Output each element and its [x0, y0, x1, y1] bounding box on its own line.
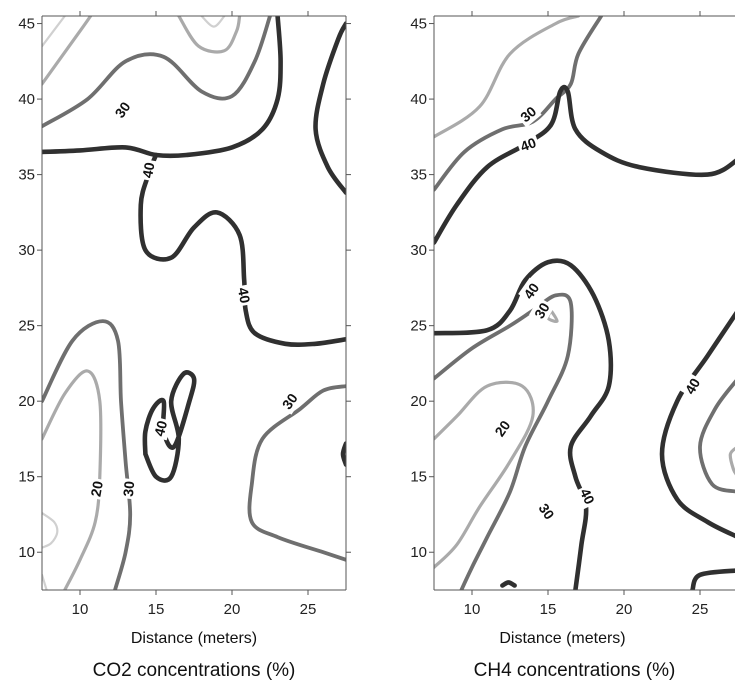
contour-label-halo: [518, 277, 545, 305]
contour-line-level-40: [313, 21, 346, 195]
contour-line-level-40: [138, 152, 346, 348]
contour-line-level-20: [728, 446, 735, 476]
contour-line-level-20: [42, 369, 103, 590]
contour-label-halo: [489, 415, 516, 442]
y-tick-label: 20: [18, 393, 35, 410]
x-tick-label: 15: [540, 601, 557, 618]
contour-label: 40: [518, 134, 538, 154]
contour-label-halo: [575, 483, 600, 510]
y-tick-label: 35: [410, 167, 427, 184]
y-tick-label: 30: [410, 242, 427, 259]
contour-line-level-40: [142, 370, 197, 483]
contour-label-halo: [514, 100, 542, 128]
contour-line-level-40: [659, 310, 735, 539]
contour-label: 20: [87, 480, 105, 498]
contour-label-halo: [149, 416, 172, 441]
contour-line-level-20: [434, 380, 535, 569]
contour-label-halo: [679, 372, 706, 400]
y-axis: 10 15 20 25 30 35 40 45: [410, 16, 434, 561]
x-axis-label: Distance (meters): [131, 630, 257, 647]
y-tick-label: 15: [410, 469, 427, 486]
y-tick-label: 40: [410, 91, 427, 108]
contour-label-halo: [515, 132, 541, 157]
contour-label-halo: [529, 297, 555, 324]
contour-label: 40: [151, 419, 171, 438]
x-axis: 10 15 20 25: [72, 11, 317, 618]
contour-label-halo: [137, 158, 159, 182]
x-axis: 10 15 20 25: [464, 11, 709, 618]
y-tick-label: 25: [410, 318, 427, 335]
y-tick-label: 45: [18, 16, 35, 33]
contour-line-level-20: [177, 16, 242, 54]
x-axis-label: Distance (meters): [499, 630, 625, 647]
x-tick-label: 10: [72, 601, 89, 618]
contour-line-level-40: [42, 16, 283, 159]
y-tick-label: 45: [410, 16, 427, 33]
x-tick-label: 15: [148, 601, 165, 618]
contour-line-level-40: [434, 84, 735, 245]
contour-line-level-10: [200, 16, 226, 28]
contour-label-halo: [118, 478, 139, 500]
x-tick-label: 25: [300, 601, 317, 618]
contour-label-halo: [109, 96, 136, 124]
plot-frame: [41, 15, 347, 591]
y-tick-label: 20: [410, 393, 427, 410]
contour-line-level-30: [247, 384, 346, 562]
contour-label-halo: [533, 498, 560, 525]
contour-label: 40: [682, 375, 704, 397]
contour-lines: [434, 16, 735, 590]
y-tick-label: 40: [18, 91, 35, 108]
x-tick-label: 20: [616, 601, 633, 618]
y-tick-label: 10: [18, 544, 35, 561]
y-tick-label: 30: [18, 242, 35, 259]
x-tick-label: 10: [464, 601, 481, 618]
contour-lines: [42, 16, 346, 590]
contour-label-halo: [276, 387, 303, 415]
y-tick-label: 25: [18, 318, 35, 335]
contour-label: 40: [235, 286, 253, 304]
contour-line-level-10: [42, 511, 59, 549]
contour-line-level-40: [690, 568, 735, 590]
contour-line-level-30: [42, 319, 133, 590]
y-tick-label: 15: [18, 469, 35, 486]
y-axis: 10 15 20 25 30 35 40 45: [18, 16, 351, 561]
contour-label: 40: [139, 161, 157, 179]
plot-frame: [433, 15, 735, 591]
contour-label: 30: [531, 300, 553, 322]
contour-line-level-40: [500, 580, 517, 588]
contour-line-level-20: [434, 16, 580, 139]
x-tick-label: 25: [692, 601, 709, 618]
contour-label: 30: [120, 480, 137, 497]
chart-title: CO2 concentrations (%): [93, 660, 296, 681]
contour-label: 40: [577, 486, 598, 507]
y-tick-label: 35: [18, 167, 35, 184]
contour-line-level-30: [434, 292, 574, 590]
contour-label-halo: [233, 283, 255, 307]
contour-line-level-20: [42, 16, 93, 86]
contour-line-level-40: [340, 441, 346, 467]
contour-line-level-10: [42, 16, 66, 48]
chart-title: CH4 concentrations (%): [474, 660, 676, 681]
y-tick-label: 10: [410, 544, 427, 561]
contour-label-halo: [86, 477, 108, 501]
contour-line-level-30: [434, 16, 604, 192]
contour-line-level-30: [698, 379, 735, 494]
x-tick-label: 20: [224, 601, 241, 618]
contour-line-level-30: [42, 16, 272, 129]
